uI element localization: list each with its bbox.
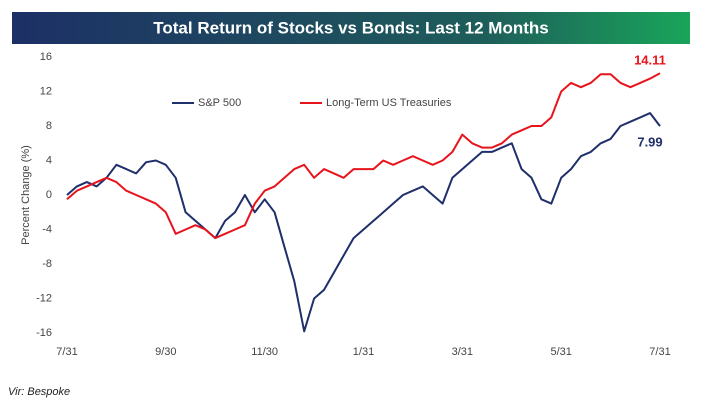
x-tick-label: 1/31	[353, 346, 374, 358]
annotation: 14.11	[634, 52, 666, 67]
y-axis-label: Percent Change (%)	[20, 145, 32, 245]
legend-label: S&P 500	[198, 97, 241, 109]
legend-label: Long-Term US Treasuries	[326, 97, 452, 109]
source: Vir: Bespoke	[8, 386, 70, 398]
x-tick-label: 7/31	[649, 346, 670, 358]
x-tick-label: 3/31	[452, 346, 473, 358]
x-tick-label: 9/30	[155, 346, 176, 358]
y-tick-label: 12	[40, 85, 52, 97]
title-banner	[12, 12, 690, 44]
chart-title: Total Return of Stocks vs Bonds: Last 12…	[153, 18, 548, 37]
series-line	[66, 112, 661, 333]
y-tick-label: 0	[46, 189, 52, 201]
annotation: 7.99	[637, 134, 662, 149]
y-tick-label: 8	[46, 120, 52, 132]
series-line	[66, 72, 661, 240]
x-tick-label: 11/30	[251, 346, 278, 358]
y-tick-label: 16	[40, 51, 52, 63]
y-tick-label: -4	[42, 223, 52, 235]
x-tick-label: 7/31	[56, 346, 77, 358]
y-tick-label: -16	[36, 327, 52, 339]
y-tick-label: -12	[36, 292, 52, 304]
y-tick-label: -8	[42, 258, 52, 270]
x-tick-label: 5/31	[550, 346, 571, 358]
y-tick-label: 4	[46, 154, 52, 166]
